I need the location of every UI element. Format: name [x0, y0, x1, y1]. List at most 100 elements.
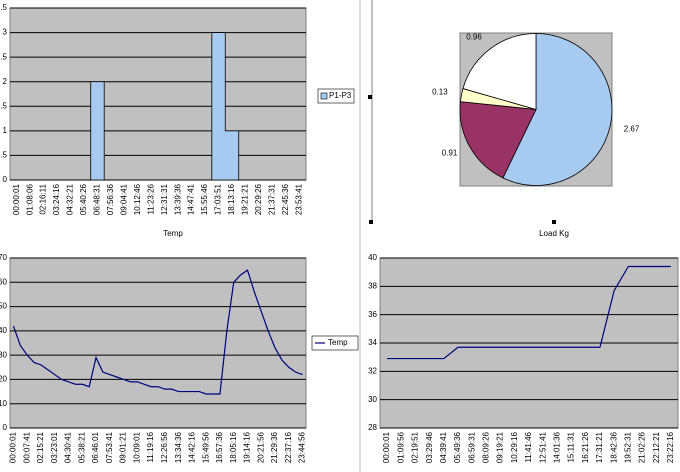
x-tick-label: 05:38:21	[77, 431, 86, 463]
x-tick-label: 23:53:41	[294, 183, 303, 215]
y-tick-label: 0	[3, 175, 8, 184]
y-tick-label: 40	[0, 326, 8, 335]
x-tick-label: 14:42:16	[188, 431, 197, 463]
y-tick-label: 28	[368, 423, 377, 432]
axis-title: Load Kg	[539, 229, 569, 238]
x-tick-label: 14:47:41	[187, 183, 196, 215]
x-tick-label: 10:29:16	[510, 431, 519, 463]
x-tick-label: 06:59:31	[467, 431, 476, 463]
x-tick-label: 00:00:01	[12, 183, 21, 215]
pie-slice	[502, 33, 613, 186]
y-tick-label: 2.5	[0, 52, 8, 61]
x-tick-label: 11:41:46	[524, 431, 533, 462]
x-tick-label: 20:21:56	[256, 431, 265, 463]
y-tick-label: 3	[3, 28, 8, 37]
x-tick-label: 04:30:41	[64, 431, 73, 463]
x-tick-label: 01:09:56	[396, 431, 405, 463]
y-tick-label: 70	[0, 253, 8, 262]
handle	[369, 220, 373, 224]
x-tick-label: 20:29:26	[254, 183, 263, 215]
x-tick-label: 09:19:21	[496, 431, 505, 463]
x-tick-label: 08:09:26	[482, 431, 491, 463]
x-tick-label: 12:51:41	[538, 431, 547, 463]
y-tick-label: 0.5	[0, 151, 8, 160]
x-tick-label: 13:39:36	[173, 183, 182, 215]
x-tick-label: 06:48:31	[93, 183, 102, 215]
x-tick-label: 04:32:21	[66, 183, 75, 215]
x-tick-label: 02:19:51	[411, 431, 420, 463]
x-tick-label: 13:34:36	[174, 431, 183, 463]
x-tick-label: 04:39:41	[439, 431, 448, 463]
y-tick-label: 1	[3, 126, 8, 135]
y-tick-label: 20	[0, 375, 8, 384]
y-tick-label: 2	[3, 77, 8, 86]
x-tick-label: 22:12:21	[652, 431, 661, 463]
y-tick-label: 1.5	[0, 101, 8, 110]
x-tick-label: 02:15:21	[36, 431, 45, 463]
x-tick-label: 23:22:16	[666, 431, 675, 463]
x-tick-label: 17:03:51	[214, 183, 223, 215]
y-tick-label: 3.5	[0, 3, 8, 12]
x-tick-label: 05:40:26	[79, 183, 88, 215]
handle	[368, 95, 372, 99]
x-tick-label: 22:37:16	[284, 431, 293, 463]
x-tick-label: 19:21:21	[241, 183, 250, 215]
x-tick-label: 06:46:01	[91, 431, 100, 463]
x-tick-label: 14:01:36	[552, 431, 561, 463]
x-tick-label: 18:42:36	[609, 431, 618, 463]
y-tick-label: 40	[368, 253, 377, 262]
pie-slice	[459, 101, 537, 179]
x-tick-label: 05:49:36	[453, 431, 462, 463]
y-tick-label: 36	[368, 310, 377, 319]
data-label: 2.67	[624, 125, 640, 134]
handle	[552, 220, 556, 224]
x-tick-label: 18:05:16	[229, 431, 238, 463]
y-tick-label: 30	[368, 395, 377, 404]
plot-area	[9, 7, 307, 181]
x-tick-label: 15:49:56	[201, 431, 210, 463]
axis-title: Temp	[163, 229, 183, 238]
data-label: 0.96	[466, 33, 482, 42]
x-tick-label: 12:26:56	[160, 431, 169, 463]
x-tick-label: 19:14:16	[243, 431, 252, 463]
x-tick-label: 03:24:16	[52, 183, 61, 215]
x-tick-label: 09:01:21	[119, 431, 128, 463]
y-tick-label: 10	[0, 399, 8, 408]
x-tick-label: 18:13:16	[227, 183, 236, 215]
x-tick-label: 03:23:01	[50, 431, 59, 463]
x-tick-label: 03:29:46	[425, 431, 434, 463]
x-tick-label: 07:53:41	[105, 431, 114, 463]
pie-slice	[462, 33, 537, 111]
legend-label: Temp	[328, 338, 348, 347]
area	[10, 32, 306, 181]
x-tick-label: 11:19:16	[146, 431, 155, 462]
x-tick-label: 23:44:56	[298, 431, 307, 463]
x-tick-label: 16:21:26	[581, 431, 590, 463]
y-tick-label: 32	[368, 366, 377, 375]
plot-area	[9, 257, 307, 429]
x-tick-label: 10:09:01	[132, 431, 141, 463]
data-label: 0.91	[442, 148, 458, 157]
legend-swatch	[320, 92, 328, 100]
x-tick-label: 01:08:06	[25, 183, 34, 215]
legend-box	[317, 88, 355, 104]
x-tick-label: 09:04:41	[119, 183, 128, 215]
line	[387, 265, 671, 360]
x-tick-label: 10:12:46	[133, 183, 142, 215]
x-tick-label: 00:00:01	[9, 431, 18, 463]
x-tick-label: 15:11:31	[567, 431, 576, 462]
y-tick-label: 0	[3, 423, 8, 432]
x-tick-label: 11:23:26	[146, 183, 155, 214]
x-tick-label: 19:52:31	[623, 431, 632, 463]
y-tick-label: 60	[0, 277, 8, 286]
x-tick-label: 21:02:26	[638, 431, 647, 463]
legend-box	[311, 335, 359, 351]
data-label: 0.13	[432, 87, 448, 96]
x-tick-label: 07:56:36	[106, 183, 115, 215]
x-tick-label: 22:45:36	[281, 183, 290, 215]
x-tick-label: 21:29:36	[270, 431, 279, 463]
legend-label: P1-P3	[329, 91, 352, 100]
x-tick-label: 21:37:31	[267, 183, 276, 215]
